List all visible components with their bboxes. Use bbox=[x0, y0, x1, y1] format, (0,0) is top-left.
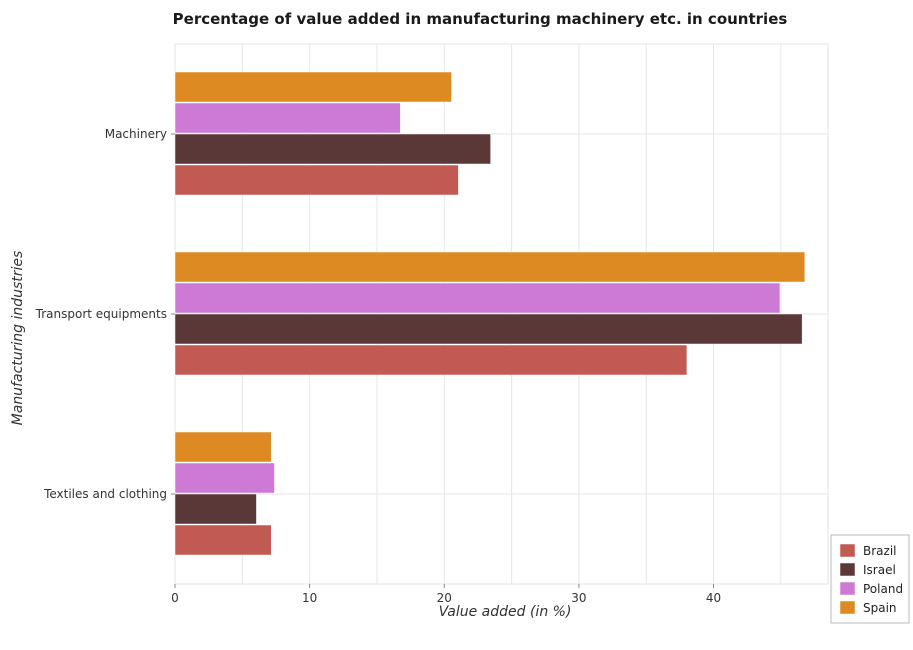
x-axis-label: Value added (in %) bbox=[439, 604, 572, 620]
legend-label-spain: Spain bbox=[863, 601, 897, 615]
bar-spain-transport-equipments bbox=[174, 251, 806, 283]
x-tick-label: 40 bbox=[706, 591, 721, 605]
y-tick-label: Transport equipments bbox=[35, 307, 167, 321]
y-tick-label: Textiles and clothing bbox=[43, 487, 167, 501]
bar-spain-machinery bbox=[174, 71, 452, 103]
bar-israel-machinery bbox=[174, 133, 491, 165]
legend-swatch-israel bbox=[839, 562, 856, 577]
bar-israel-textiles-and-clothing bbox=[174, 493, 257, 525]
bar-spain-textiles-and-clothing bbox=[174, 431, 272, 463]
bar-brazil-textiles-and-clothing bbox=[174, 524, 272, 556]
x-tick-label: 30 bbox=[571, 591, 586, 605]
bar-israel-transport-equipments bbox=[174, 313, 803, 345]
bar-poland-textiles-and-clothing bbox=[174, 462, 275, 494]
y-axis: Machinery Transport equipments Textiles an… bbox=[35, 127, 175, 501]
bar-poland-machinery bbox=[174, 102, 401, 134]
x-axis: 0 10 20 30 40 bbox=[171, 584, 721, 605]
y-tick-label: Machinery bbox=[105, 127, 167, 141]
bar-brazil-transport-equipments bbox=[174, 344, 688, 376]
bar-poland-transport-equipments bbox=[174, 282, 781, 314]
x-tick-label: 20 bbox=[437, 591, 452, 605]
legend-label-israel: Israel bbox=[863, 563, 896, 577]
bar-brazil-machinery bbox=[174, 164, 459, 196]
y-axis-label: Manufacturing industries bbox=[10, 251, 26, 426]
legend-swatch-brazil bbox=[839, 543, 856, 558]
legend-label-poland: Poland bbox=[863, 582, 903, 596]
bars bbox=[174, 71, 806, 556]
x-tick-label: 0 bbox=[171, 591, 179, 605]
legend-swatch-spain bbox=[839, 600, 856, 615]
x-tick-label: 10 bbox=[302, 591, 317, 605]
legend-label-brazil: Brazil bbox=[863, 544, 897, 558]
legend: Brazil Israel Poland Spain bbox=[830, 534, 910, 624]
chart-title: Percentage of value added in manufacturi… bbox=[173, 10, 788, 28]
legend-swatch-poland bbox=[839, 581, 856, 596]
